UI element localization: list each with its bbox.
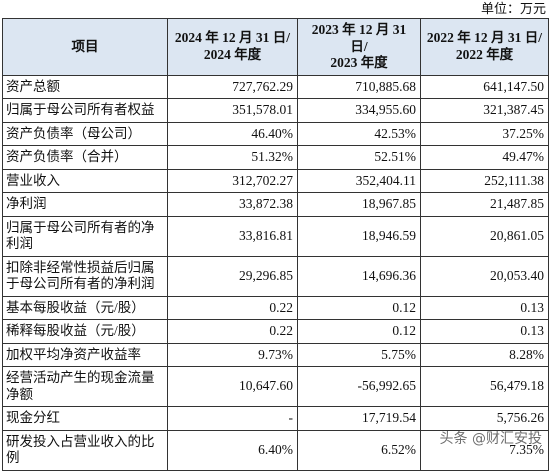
value-cell: 334,955.60	[297, 98, 421, 123]
table-row: 现金分红 -17,719.54 5,756.26	[2, 406, 549, 431]
value-cell: 641,147.50	[420, 74, 549, 99]
value-cell: 56,479.18	[420, 366, 549, 407]
header-cell: 项目	[2, 18, 168, 76]
value-cell: 20,861.05	[420, 215, 549, 257]
value-cell: 0.22	[167, 319, 298, 344]
table-row: 资产负债率（母公司） 46.40% 42.53% 37.25%	[2, 121, 549, 146]
header-line: 2022 年 12 月 31 日/	[426, 30, 543, 46]
value-cell: -	[167, 406, 298, 431]
value-cell: 18,946.59	[297, 215, 421, 257]
value-cell: 9.73%	[167, 342, 298, 367]
value-cell: 0.12	[297, 319, 421, 344]
value-cell: 52.51%	[297, 145, 421, 170]
value-cell: 710,885.68	[297, 74, 421, 99]
value-cell: 0.12	[297, 295, 421, 320]
row-label: 现金分红	[2, 406, 168, 431]
header-cell: 2022 年 12 月 31 日/2022 年度	[420, 18, 549, 76]
row-label: 资产负债率（母公司）	[2, 121, 168, 146]
row-label: 加权平均净资产收益率	[2, 342, 168, 367]
value-cell: 14,696.36	[297, 255, 421, 297]
value-cell: 321,387.45	[420, 98, 549, 123]
value-cell: 6.52%	[297, 429, 421, 471]
header-line: 2024 年度	[203, 46, 262, 62]
row-label: 基本每股收益（元/股）	[2, 295, 168, 320]
value-cell: 0.13	[420, 295, 549, 320]
value-cell: 21,487.85	[420, 192, 549, 217]
value-cell: 29,296.85	[167, 255, 298, 297]
value-cell: 18,967.85	[297, 192, 421, 217]
row-label: 归属于母公司所有者的净利润	[2, 215, 168, 257]
value-cell: -56,992.65	[297, 366, 421, 407]
value-cell: 33,816.81	[167, 215, 298, 257]
value-cell: 17,719.54	[297, 406, 421, 431]
value-cell: 8.28%	[420, 342, 549, 367]
value-cell: 20,053.40	[420, 255, 549, 297]
value-cell: 51.32%	[167, 145, 298, 170]
value-cell: 0.22	[167, 295, 298, 320]
table-row: 营业收入 312,702.27 352,404.11 252,111.38	[2, 168, 549, 193]
value-cell: 312,702.27	[167, 168, 298, 193]
financial-table: 项目 2024 年 12 月 31 日/2024 年度 2023 年 12 月 31…	[2, 18, 549, 471]
header-cell: 2024 年 12 月 31 日/2024 年度	[167, 18, 298, 76]
row-label: 研发投入占营业收入的比例	[2, 429, 168, 471]
table-row: 扣除非经常性损益后归属于母公司所有者的净利润 29,296.85 14,696.36…	[2, 255, 549, 297]
row-label: 资产负债率（合并）	[2, 145, 168, 170]
watermark: 头条 @财汇安投	[439, 431, 542, 447]
row-label: 净利润	[2, 192, 168, 217]
table-row: 净利润 33,872.38 18,967.85 21,487.85	[2, 192, 549, 217]
value-cell: 351,578.01	[167, 98, 298, 123]
header-line: 2023 年度	[330, 55, 388, 70]
row-label: 稀释每股收益（元/股）	[2, 319, 168, 344]
value-cell: 33,872.38	[167, 192, 298, 217]
value-cell: 49.47%	[420, 145, 549, 170]
header-line: 2022 年度	[455, 46, 514, 62]
value-cell: 46.40%	[167, 121, 298, 146]
table-row: 资产总额 727,762.29 710,885.68 641,147.50	[2, 74, 549, 99]
value-cell: 0.13	[420, 319, 549, 344]
table-row: 经营活动产生的现金流量净额 10,647.60 -56,992.65 56,479.1…	[2, 366, 549, 407]
value-cell: 5,756.26	[420, 406, 549, 431]
row-label: 经营活动产生的现金流量净额	[2, 366, 168, 407]
row-label: 归属于母公司所有者权益	[2, 98, 168, 123]
value-cell: 727,762.29	[167, 74, 298, 99]
table-row: 归属于母公司所有者权益 351,578.01 334,955.60 321,387.4…	[2, 98, 549, 123]
table-row: 基本每股收益（元/股） 0.22 0.12 0.13	[2, 295, 549, 320]
header-line: 2023 年 12 月 31 日/	[311, 22, 407, 54]
value-cell: 37.25%	[420, 121, 549, 146]
value-cell: 352,404.11	[297, 168, 421, 193]
header-line: 2024 年 12 月 31 日/	[174, 30, 291, 46]
value-cell: 252,111.38	[420, 168, 549, 193]
row-label: 扣除非经常性损益后归属于母公司所有者的净利润	[2, 255, 168, 297]
table-row: 资产负债率（合并） 51.32% 52.51% 49.47%	[2, 145, 549, 170]
unit-note: 单位：万元	[480, 1, 546, 16]
value-cell: 6.40%	[167, 429, 298, 471]
row-label: 营业收入	[2, 168, 168, 193]
table-row: 归属于母公司所有者的净利润 33,816.81 18,946.59 20,861.05	[2, 215, 549, 257]
row-label: 资产总额	[2, 74, 168, 99]
table-row: 稀释每股收益（元/股） 0.22 0.12 0.13	[2, 319, 549, 344]
table-body: 资产总额 727,762.29 710,885.68 641,147.50 归属于母公司…	[2, 74, 549, 471]
table-row: 加权平均净资产收益率 9.73% 5.75% 8.28%	[2, 342, 549, 367]
value-cell: 10,647.60	[167, 366, 298, 407]
header-cell: 2023 年 12 月 31 日/2023 年度	[297, 18, 421, 76]
header-row: 项目 2024 年 12 月 31 日/2024 年度 2023 年 12 月 31…	[2, 18, 549, 76]
value-cell: 42.53%	[297, 121, 421, 146]
value-cell: 5.75%	[297, 342, 421, 367]
